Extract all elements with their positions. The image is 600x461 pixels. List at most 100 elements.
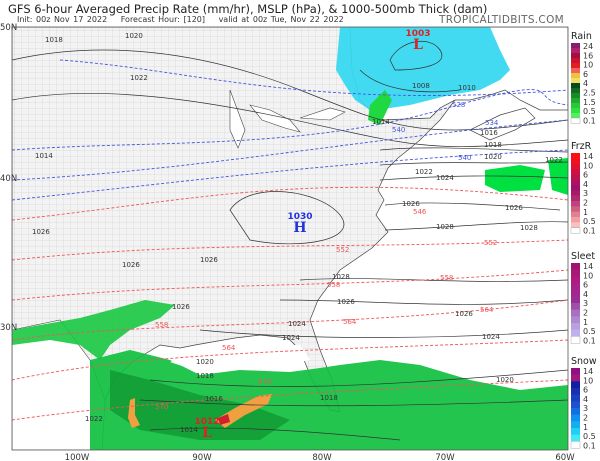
legend-swatch [571,269,580,277]
legend-swatch [571,374,580,382]
legend-tick: 2 [583,199,588,208]
pressure-center-value: 1030 [287,212,312,222]
legend-swatch [571,434,580,442]
legend-tick: 6 [583,171,588,180]
legend-swatch [571,158,580,164]
legend-swatch [571,263,580,270]
legend-swatch [571,408,580,415]
isobar-label: 1026 [402,200,420,208]
legend-swatch [571,329,580,337]
run-info: Init: 00z Nov 17 2022 Forecast Hour: [12… [17,15,354,24]
legend-swatch [571,323,580,330]
legend-swatch [571,289,580,297]
legend-tick: 10 [583,271,593,280]
legend-swatch [571,195,580,202]
legend-swatch [571,108,580,114]
isobar-label: 1028 [436,223,454,231]
longitude-label: 100W [65,453,90,461]
isobar-label: 1022 [85,415,103,423]
rain-area-atlantic-2 [548,158,568,195]
isobar-label: 1020 [484,153,502,161]
isobar [379,147,568,153]
thickness-label: 558 [327,281,340,289]
thickness-label: 552 [336,246,349,254]
legend-swatch [571,103,580,109]
great-lakes [229,89,346,149]
isobar-label: 1028 [332,273,350,281]
thickness-label: 540 [458,154,471,162]
thickness-line [12,339,568,381]
heavy-rain-core [218,414,230,425]
legend-swatch [571,179,580,186]
legend-swatch [571,169,580,175]
legend-tick: 14 [583,367,593,376]
legend-swatch [571,98,580,104]
legend-tick: 0.5 [583,327,596,336]
thickness-label: 528 [452,101,465,109]
isobar-label: 1026 [200,256,218,264]
isobar-label: 1024 [436,174,454,182]
snow-area-northeast [336,27,510,110]
legend-swatch [571,78,580,84]
isobar [279,299,568,305]
latitude-label: 40N [0,174,17,184]
thickness-label: 534 [485,119,499,127]
isobar [359,69,461,93]
legend-tick: 0.1 [583,336,596,345]
thickness-label: 552 [484,239,497,247]
legend-swatch [571,303,580,310]
isobar [149,369,568,387]
brand-watermark: TROPICALTIDBITS.COM [439,14,564,26]
isobar-label: 1026 [337,298,355,306]
thickness-label: 558 [440,274,453,282]
legend-title: FrzR [571,141,592,152]
legend-tick: 10 [583,161,593,170]
legend-swatch [571,309,580,317]
legend-swatch [571,83,580,89]
thickness-lines [12,59,568,421]
low-pressure-marker: L [413,37,423,53]
legend-tick: 24 [583,42,593,51]
legend-tick: 0.5 [583,432,596,441]
isobar [384,202,561,211]
legend-tick: 6 [583,70,588,79]
legend-tick: 0.1 [583,116,596,125]
init-time: Init: 00z Nov 17 2022 [17,15,108,24]
legend-swatch [571,414,580,422]
legend-swatch [571,113,580,119]
legend-tick: 1 [583,208,588,217]
isobar [149,427,401,441]
thickness-line [12,89,568,151]
isobar-label: 1008 [412,82,430,90]
rain-area-gulf-dark [110,370,290,440]
legend-swatch [571,222,580,228]
latitude-label: 30N [0,323,17,333]
nova-scotia [469,107,536,141]
heavy-rain-west [128,398,140,428]
thickness-line [12,269,568,301]
legend-swatch [571,211,580,218]
legend-tick: 2.5 [583,89,596,98]
isobar-label: 1026 [172,303,190,311]
legend-tick: 1.5 [583,98,596,107]
rain-area-ontario [368,90,392,125]
legend-swatch [571,276,580,284]
rain-area-atlantic-1 [485,165,545,192]
legend-swatch [571,401,580,409]
isobar [389,41,443,71]
isobar-label: 1020 [125,32,143,40]
legend-swatch [571,185,580,191]
thickness-label: 570 [155,403,168,411]
rain-area-texas [12,300,175,360]
isobar-label: 1024 [482,333,500,341]
isobar-label: 1014 [180,426,198,434]
isobar [299,278,568,282]
isobar-label: 1022 [130,74,148,82]
legend-tick: 10 [583,376,593,385]
legend-tick: 0.1 [583,226,596,235]
longitude-label: 70W [435,453,455,461]
legend-swatch [571,93,580,99]
legend-tick: 4 [583,395,588,404]
